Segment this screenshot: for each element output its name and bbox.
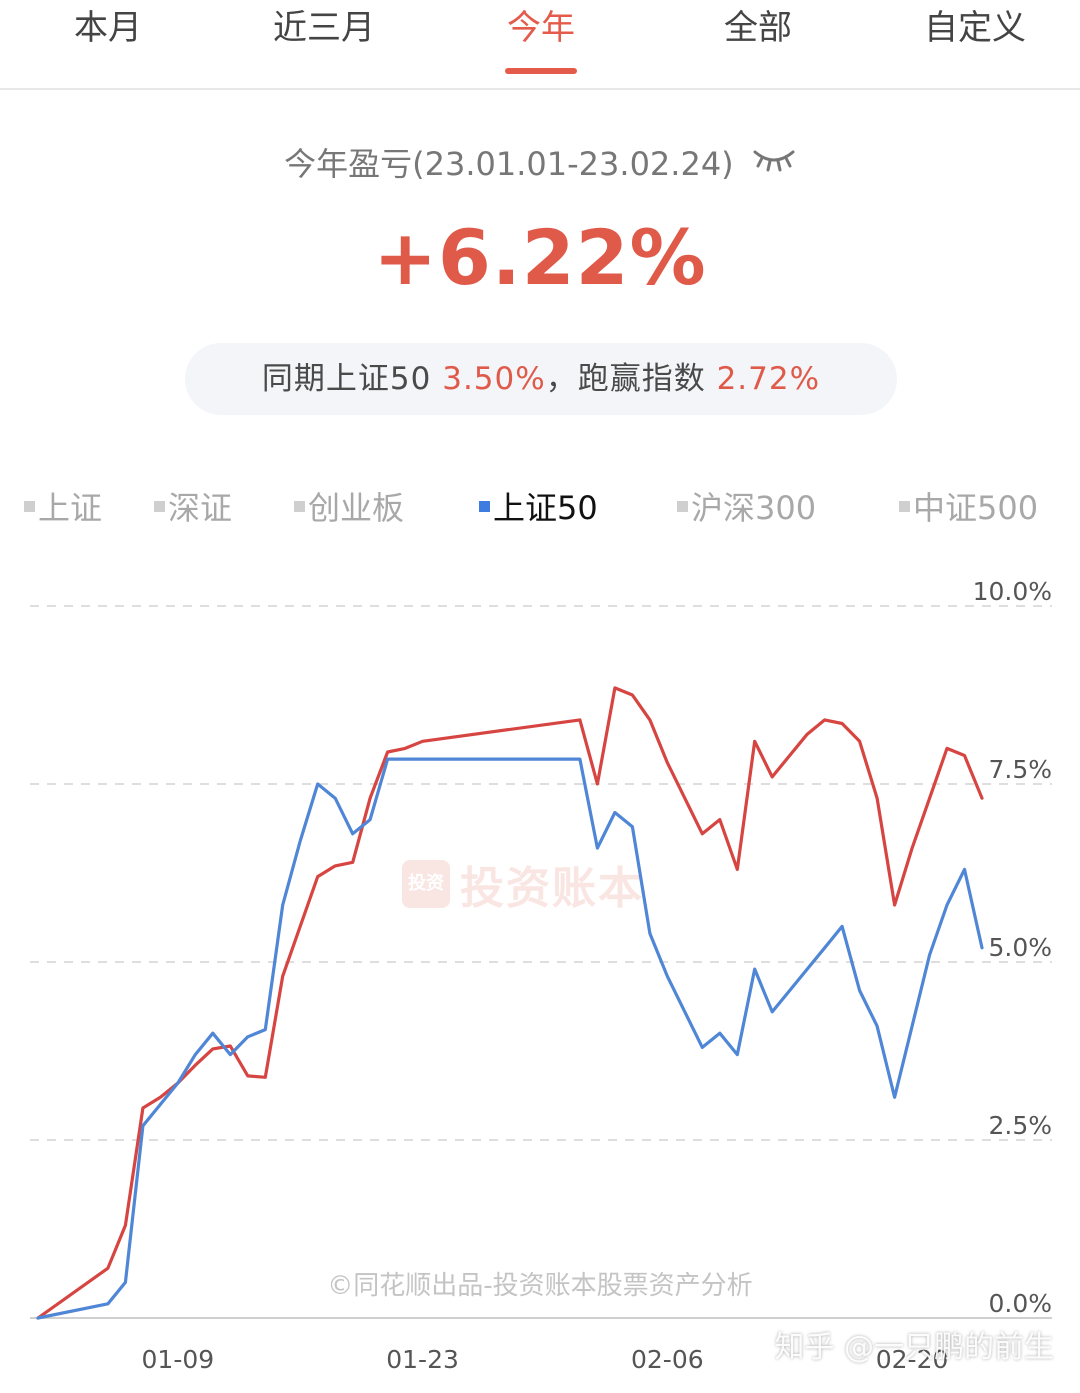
index-option-label: 深证 (168, 489, 233, 527)
legend-swatch (677, 500, 688, 512)
index-option-csi300[interactable]: 沪深300 (677, 480, 816, 536)
excess-return-value: 2.72% (716, 361, 821, 397)
active-tab-indicator (505, 68, 577, 74)
app-logo-icon: 投资 (402, 860, 450, 908)
eye-closed-icon[interactable] (752, 141, 796, 185)
legend-swatch (294, 500, 305, 512)
index-selector: 上证 深证 创业板 上证50 沪深300 中证500 (0, 480, 1080, 536)
legend-swatch (24, 500, 35, 512)
index-option-sse[interactable]: 上证 (24, 480, 102, 536)
index-option-label: 上证50 (493, 489, 598, 527)
x-tick-label: 01-23 (386, 1345, 459, 1374)
ytd-return-value: +6.22% (373, 213, 707, 302)
y-tick-label: 7.5% (988, 755, 1052, 784)
period-tab-bar: 本月 近三月 今年 全部 自定义 (0, 0, 1080, 90)
watermark-text: 投资账本 (460, 863, 644, 914)
period-summary-row: 今年盈亏(23.01.01-23.02.24) (0, 142, 1080, 186)
portfolio-return-line (36, 686, 984, 1320)
benchmark-comparison-pill: 同期上证50 3.50%，跑赢指数 2.72% (185, 343, 897, 415)
index-option-label: 创业板 (308, 489, 405, 527)
tab-this-year[interactable]: 今年 (507, 8, 575, 48)
index-option-label: 中证500 (913, 489, 1039, 527)
index-option-csi500[interactable]: 中证500 (899, 480, 1038, 536)
index-return-value: 3.50% (442, 361, 546, 397)
index-option-chinext[interactable]: 创业板 (294, 480, 404, 536)
y-tick-label: 10.0% (973, 577, 1052, 606)
compare-prefix: 同期上证50 (261, 361, 432, 397)
tab-last-three-months[interactable]: 近三月 (273, 8, 375, 48)
index-option-label: 上证 (38, 489, 103, 527)
legend-swatch (479, 500, 490, 512)
sse50-index-line (36, 757, 984, 1320)
index-option-sse50[interactable]: 上证50 (479, 480, 598, 536)
zhihu-watermark: 知乎 @一只鹏的前生 (774, 1330, 1054, 1365)
y-tick-label: 2.5% (988, 1111, 1052, 1140)
index-option-szse[interactable]: 深证 (154, 480, 232, 536)
index-option-label: 沪深300 (691, 489, 817, 527)
period-label: 今年盈亏(23.01.01-23.02.24) (284, 145, 734, 183)
legend-swatch (154, 500, 165, 512)
chart-watermark: 投资 投资账本 (402, 852, 692, 914)
compare-mid-text: ，跑赢指数 (545, 361, 706, 397)
tab-all[interactable]: 全部 (724, 8, 792, 48)
legend-swatch (899, 500, 910, 512)
tab-custom[interactable]: 自定义 (924, 8, 1026, 48)
chart-credit: ©同花顺出品-投资账本股票资产分析 (327, 1271, 753, 1301)
y-tick-label: 5.0% (988, 933, 1052, 962)
x-tick-label: 02-06 (631, 1345, 704, 1374)
x-tick-label: 01-09 (142, 1345, 215, 1374)
tab-this-month[interactable]: 本月 (74, 8, 142, 48)
